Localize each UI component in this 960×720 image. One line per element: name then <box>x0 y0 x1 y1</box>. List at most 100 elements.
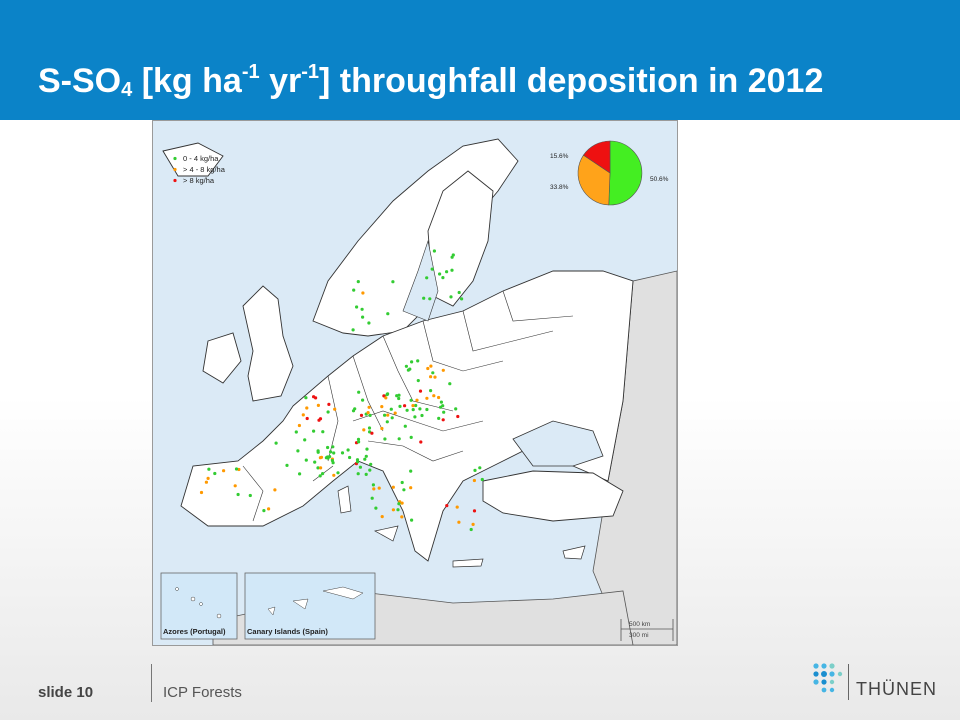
plot-point <box>382 394 386 398</box>
plot-point <box>393 411 397 415</box>
plot-point <box>471 522 475 526</box>
scale-mi-label: 300 mi <box>629 632 649 639</box>
plot-point <box>403 424 407 428</box>
plot-point <box>361 291 365 295</box>
plot-point <box>432 249 436 253</box>
pie-chart: 50.6% 33.8% 15.6% <box>550 140 669 206</box>
plot-point <box>418 407 422 411</box>
plot-point <box>451 253 455 257</box>
plot-point <box>304 396 308 400</box>
legend-marker <box>173 178 177 183</box>
pie-slice-label: 15.6% <box>550 153 569 160</box>
plot-point <box>385 420 389 424</box>
legend-marker <box>173 167 177 172</box>
plot-point <box>360 307 364 311</box>
plot-point <box>328 455 332 459</box>
plot-point <box>478 466 482 470</box>
plot-point <box>469 527 473 532</box>
plot-point <box>366 411 370 415</box>
plot-point <box>419 440 423 444</box>
plot-point <box>356 280 360 284</box>
plot-point <box>317 418 321 422</box>
plot-point <box>367 426 372 430</box>
plot-point <box>405 408 409 412</box>
plot-point <box>377 486 381 490</box>
plot-point <box>397 437 401 441</box>
plot-point <box>313 460 317 464</box>
plot-point <box>301 413 305 417</box>
plot-point <box>319 455 324 459</box>
plot-point <box>457 520 461 524</box>
plot-point <box>370 496 374 500</box>
plot-point <box>411 404 415 408</box>
pie-slice <box>608 140 643 206</box>
plot-points <box>199 249 484 532</box>
slide-number: slide 10 <box>38 684 94 701</box>
thuenen-logo-text: THÜNEN <box>856 679 937 699</box>
plot-point <box>321 472 325 476</box>
plot-point <box>361 315 365 319</box>
plot-point <box>437 395 441 400</box>
plot-point <box>480 477 484 482</box>
plot-point <box>384 396 388 400</box>
plot-point <box>386 413 390 417</box>
plot-point <box>430 267 434 271</box>
plot-point <box>385 392 389 397</box>
plot-point <box>445 504 449 508</box>
plot-point <box>333 407 337 411</box>
plot-point <box>409 435 413 439</box>
plot-point <box>331 445 335 449</box>
plot-point <box>425 396 429 400</box>
legend-marker <box>173 156 177 161</box>
plot-point <box>472 509 477 513</box>
plot-point <box>352 288 356 292</box>
iceland-land <box>162 142 224 177</box>
sicily-land <box>374 525 399 542</box>
plot-point <box>410 360 414 364</box>
plot-point <box>234 467 239 471</box>
plot-point <box>233 484 237 488</box>
plot-point <box>356 437 361 441</box>
footer-organisation: ICP Forests <box>163 684 242 701</box>
plot-point <box>390 416 394 420</box>
plot-point <box>409 486 413 490</box>
plot-point <box>402 488 406 492</box>
plot-point <box>327 402 331 406</box>
plot-point <box>455 505 459 509</box>
plot-point <box>426 366 430 371</box>
plot-point <box>429 375 433 379</box>
plot-point <box>409 469 413 473</box>
legend-label: 0 - 4 kg/ha <box>183 154 219 163</box>
plot-point <box>420 413 424 418</box>
plot-point <box>409 398 413 402</box>
plot-point <box>383 437 387 441</box>
plot-point <box>356 460 360 464</box>
plot-point <box>413 415 417 419</box>
plot-point <box>199 490 204 495</box>
plot-point <box>415 398 419 402</box>
plot-point <box>416 359 420 363</box>
plot-point <box>362 428 366 432</box>
plot-point <box>411 408 415 412</box>
plot-point <box>437 416 441 420</box>
plot-point <box>441 404 445 408</box>
country-borders <box>242 290 574 522</box>
plot-point <box>425 407 429 412</box>
plot-point <box>460 297 464 301</box>
plot-point <box>367 321 371 325</box>
plot-point <box>473 468 477 472</box>
sardinia-land <box>337 485 352 514</box>
legend-label: > 4 - 8 kg/ha <box>183 165 226 174</box>
plot-point <box>400 480 404 485</box>
plot-point <box>386 312 390 316</box>
plot-point <box>318 474 322 478</box>
plot-point <box>364 472 368 476</box>
plot-point <box>374 506 378 510</box>
plot-point <box>418 389 423 393</box>
plot-point <box>363 457 367 461</box>
plot-point <box>326 445 330 450</box>
mainland-land <box>180 270 634 562</box>
plot-point <box>336 471 340 475</box>
plot-point <box>248 493 252 498</box>
plot-point <box>431 371 435 375</box>
